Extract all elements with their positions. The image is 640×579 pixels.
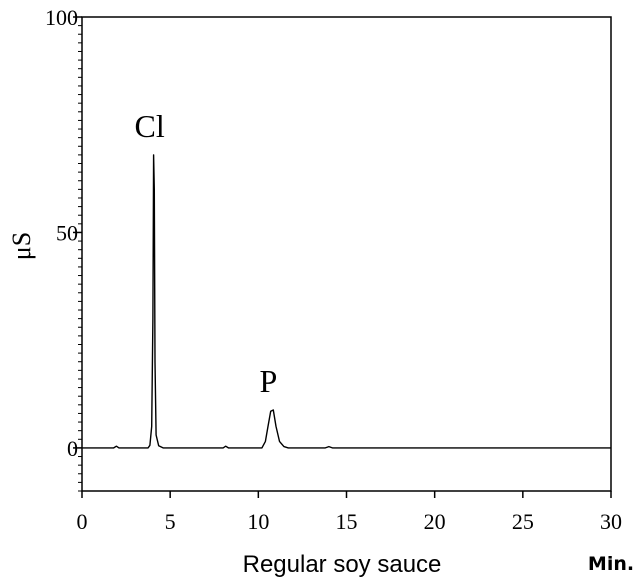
plot-area — [81, 16, 612, 492]
peak-annotations: Cl P — [134, 108, 277, 399]
chart-caption: Regular soy sauce — [243, 551, 442, 578]
y-axis-tick-labels: 0 50 100 — [45, 5, 78, 461]
chromatogram-trace — [82, 154, 611, 449]
x-tick-label: 20 — [424, 509, 446, 534]
x-tick-label: 10 — [247, 509, 269, 534]
x-axis-unit-label: Min. — [588, 553, 634, 575]
y-tick-label: 0 — [67, 436, 78, 461]
x-tick-label: 15 — [336, 509, 358, 534]
axis-major-ticks — [73, 16, 612, 498]
peak-label: P — [260, 363, 278, 399]
x-tick-label: 5 — [165, 509, 176, 534]
y-axis-label: μS — [7, 232, 36, 260]
x-axis-tick-labels: 0 5 10 15 20 25 30 — [77, 509, 623, 534]
y-tick-label: 100 — [45, 5, 78, 30]
x-tick-label: 30 — [600, 509, 622, 534]
y-tick-label: 50 — [56, 220, 78, 245]
peak-label: Cl — [134, 108, 164, 144]
plot-frame-border — [81, 16, 612, 492]
x-tick-label: 25 — [512, 509, 534, 534]
x-tick-label: 0 — [77, 509, 88, 534]
series-layer — [82, 154, 611, 449]
